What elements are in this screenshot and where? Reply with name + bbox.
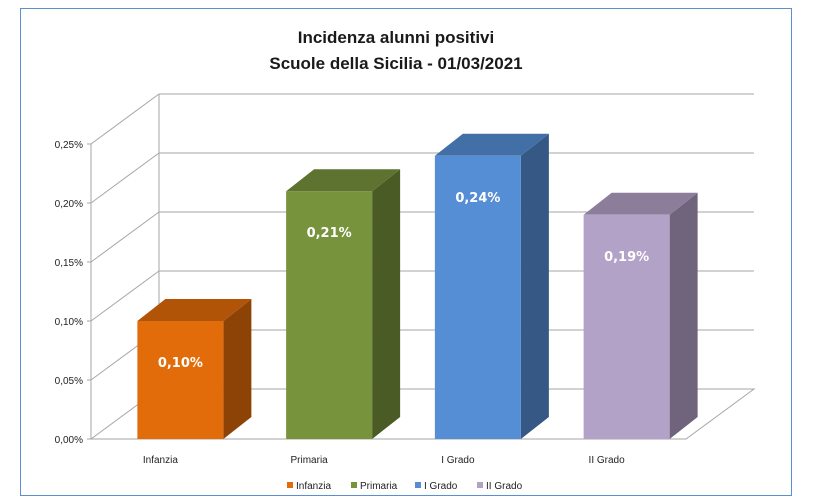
legend-label: I Grado (424, 481, 458, 492)
legend-swatch (415, 482, 421, 488)
legend-swatch (351, 482, 357, 488)
bar-ii-grado: 0,19% (583, 192, 698, 439)
bar-side (372, 169, 401, 439)
bar-top (286, 169, 401, 192)
legend-label: II Grado (486, 481, 523, 492)
y-tick-label: 0,20% (55, 199, 83, 210)
y-tick-label: 0,25% (55, 140, 83, 151)
bar-primaria: 0,21% (286, 169, 401, 439)
legend: Infanzia Primaria I Grado II Grado (287, 481, 523, 492)
x-axis: Infanzia Primaria I Grado II Grado (143, 455, 625, 466)
bar-top (434, 133, 549, 156)
x-tick-label: Infanzia (143, 455, 178, 466)
y-tick-label: 0,05% (55, 376, 83, 387)
x-tick-label: II Grado (589, 455, 626, 466)
chart-frame: Incidenza alunni positivi Scuole della S… (20, 8, 792, 496)
bar-infanzia: 0,10% (137, 299, 252, 439)
gridline-side (90, 152, 160, 204)
legend-item-i-grado: I Grado (415, 481, 458, 492)
data-label: 0,21% (307, 226, 352, 241)
y-tick-label: 0,10% (55, 317, 83, 328)
chart-subtitle: Scuole della Sicilia - 01/03/2021 (269, 54, 522, 73)
chart-canvas: Incidenza alunni positivi Scuole della S… (55, 28, 756, 492)
gridline-side (90, 93, 160, 145)
data-label: 0,24% (455, 191, 500, 206)
legend-item-ii-grado: II Grado (477, 481, 523, 492)
legend-swatch (287, 482, 293, 488)
bar-front (286, 191, 373, 439)
chart-title: Incidenza alunni positivi (298, 28, 494, 47)
legend-item-infanzia: Infanzia (287, 481, 331, 492)
bar-top (137, 299, 252, 321)
x-tick-label: Primaria (291, 455, 329, 466)
bar-i-grado: 0,24% (434, 133, 549, 440)
legend-label: Primaria (360, 481, 398, 492)
x-tick-label: I Grado (441, 455, 475, 466)
bars: 0,10% 0,21% 0,24% 0,19% (137, 133, 698, 440)
y-tick-label: 0,15% (55, 258, 83, 269)
gridline-side (90, 211, 160, 263)
bar-top (583, 192, 698, 215)
legend-swatch (477, 482, 483, 488)
legend-label: Infanzia (296, 481, 331, 492)
y-tick-label: 0,00% (55, 435, 83, 446)
bar-front (583, 214, 670, 439)
legend-item-primaria: Primaria (351, 481, 398, 492)
y-axis: 0,00% 0,05% 0,10% 0,15% 0,20% 0,25% (55, 140, 92, 446)
data-label: 0,10% (158, 356, 203, 371)
bar-side (223, 299, 252, 439)
bar-side (520, 133, 549, 440)
gridline-side (90, 270, 160, 322)
data-label: 0,19% (604, 250, 649, 265)
bar-front (137, 321, 224, 439)
bar-side (669, 192, 698, 439)
bar-front (434, 155, 521, 440)
